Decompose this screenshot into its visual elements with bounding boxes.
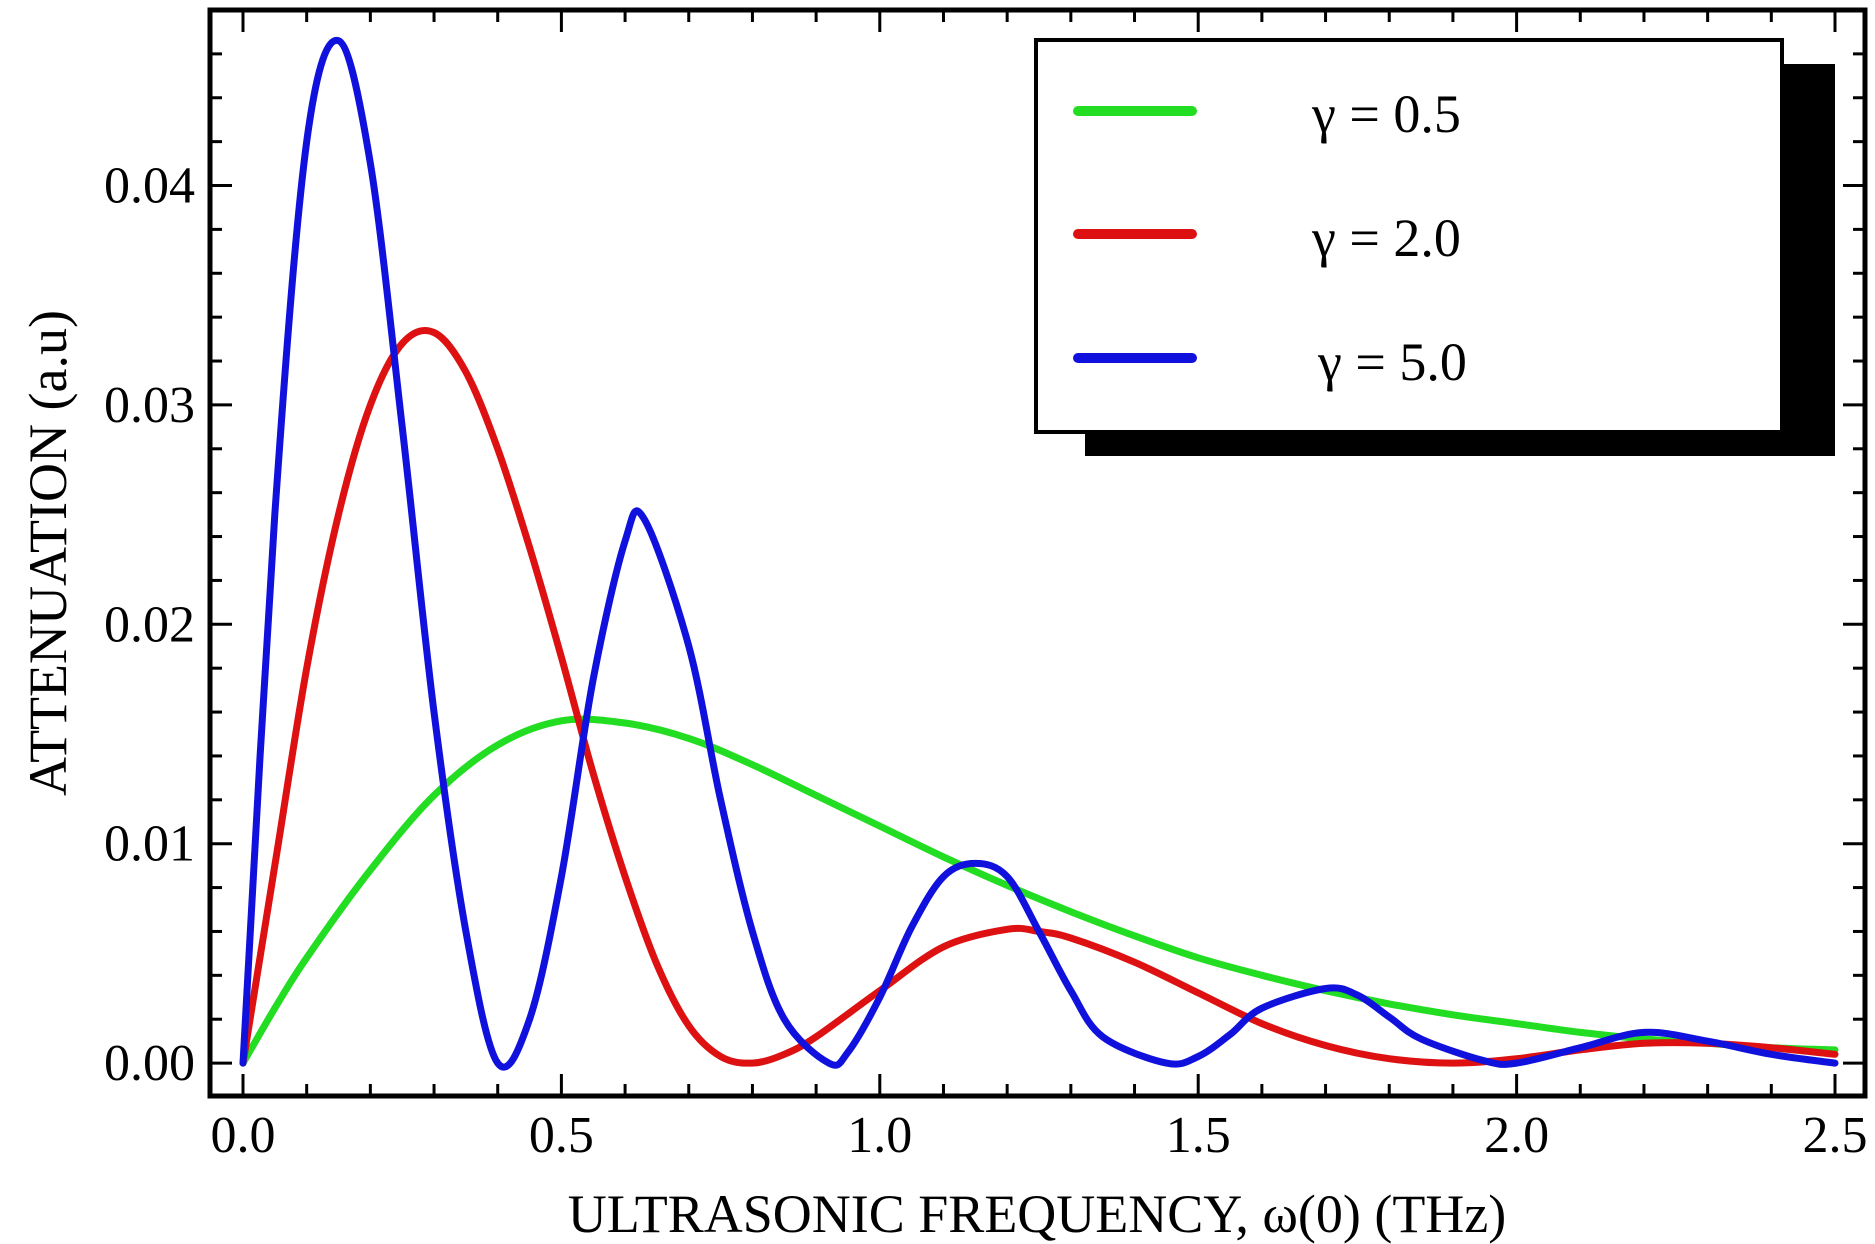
x-tick-label: 2.0 xyxy=(1484,1107,1549,1164)
legend: γ = 0.5 γ = 2.0 γ = 5.0 xyxy=(1034,38,1835,456)
x-tick-label: 1.0 xyxy=(847,1107,912,1164)
legend-label-series-1: γ = 2.0 xyxy=(1311,208,1461,268)
x-tick-label: 0.5 xyxy=(529,1107,594,1164)
y-tick-label: 0.04 xyxy=(104,158,195,215)
series-lines xyxy=(239,36,1839,1071)
plot-frame xyxy=(207,7,1868,1099)
legend-label-series-2: γ = 5.0 xyxy=(1317,332,1467,392)
x-tick-label: 1.5 xyxy=(1166,1107,1231,1164)
tick-labels: 0.0 0.5 1.0 1.5 2.0 2.5 0.00 0.01 0.02 0.03 0.04 xyxy=(104,158,1868,1164)
y-tick-label: 0.02 xyxy=(104,596,195,653)
y-tick-label: 0.01 xyxy=(104,816,195,873)
legend-label-series-0: γ = 0.5 xyxy=(1311,84,1461,144)
series-line-2 xyxy=(239,36,1839,1071)
x-tick-label: 0.0 xyxy=(211,1107,276,1164)
y-tick-label: 0.03 xyxy=(104,377,195,434)
x-tick-label: 2.5 xyxy=(1803,1107,1868,1164)
y-axis-title: ATTENUATION (a.u) xyxy=(18,310,78,796)
x-axis-title: ULTRASONIC FREQUENCY, ω(0) (THz) xyxy=(568,1184,1507,1244)
series-line-1 xyxy=(239,327,1839,1067)
y-tick-label: 0.00 xyxy=(104,1035,195,1092)
